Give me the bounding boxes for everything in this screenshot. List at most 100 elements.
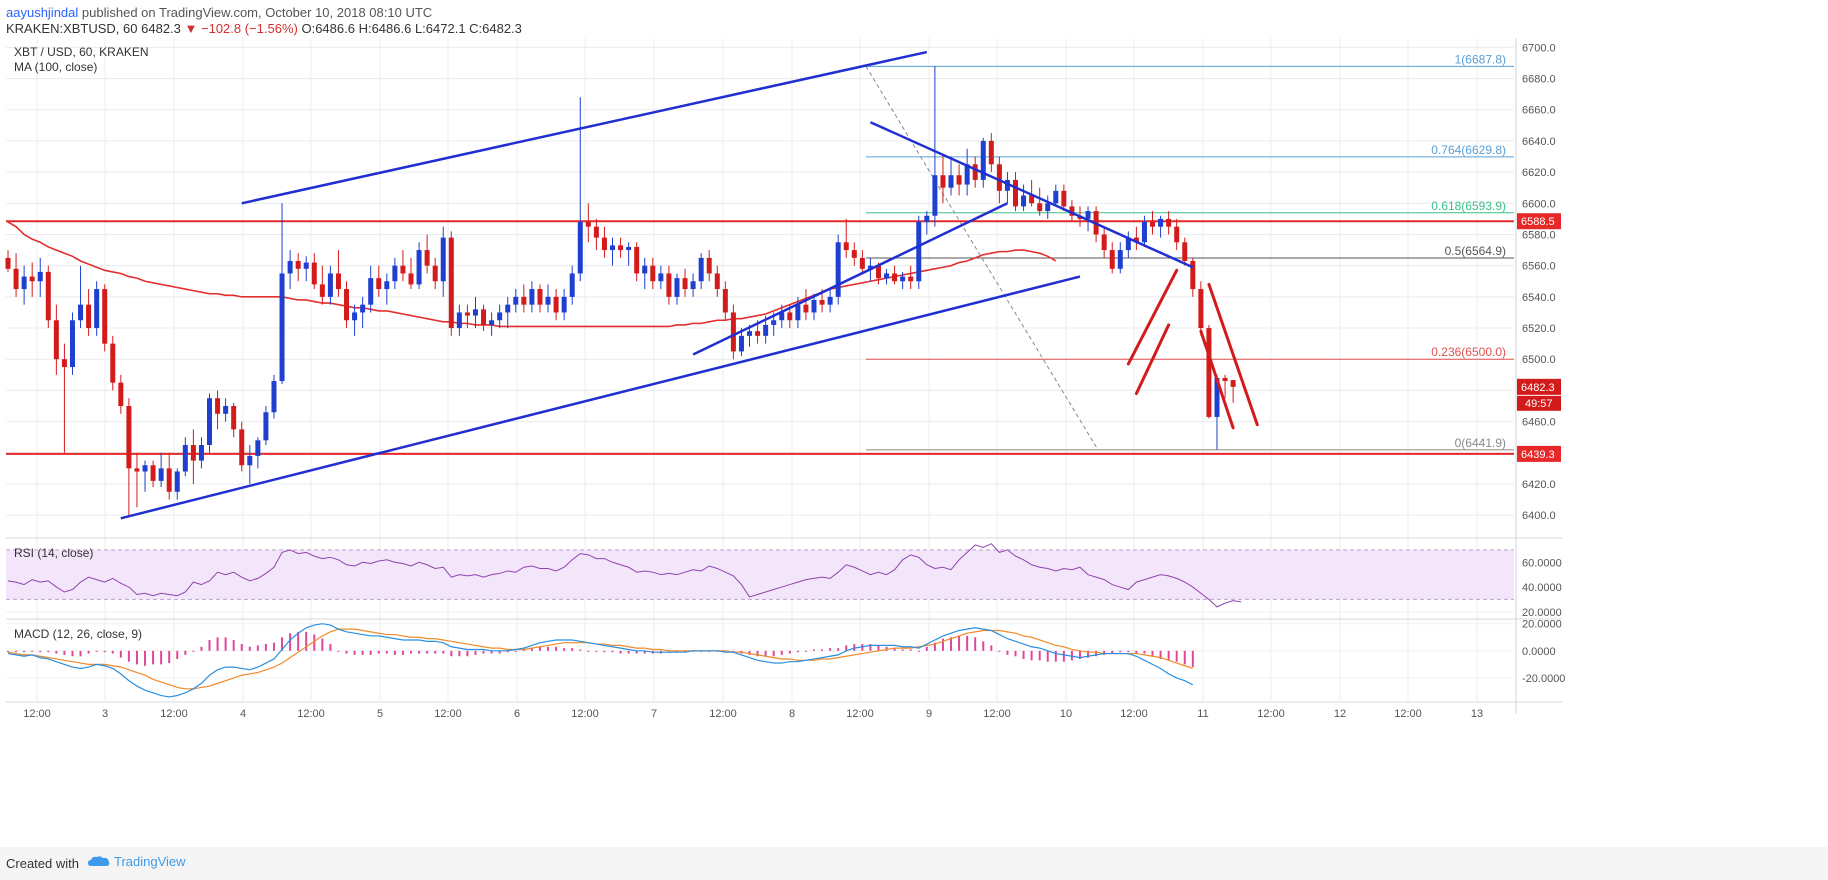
macd-histogram-bar <box>522 649 525 651</box>
candle-body <box>37 271 43 282</box>
macd-histogram-bar <box>1135 650 1138 654</box>
macd-histogram-bar <box>55 650 58 654</box>
candle-body <box>956 175 962 185</box>
candle-body <box>239 429 245 466</box>
candle-body <box>1182 242 1188 261</box>
candle-body <box>1141 222 1147 243</box>
candle-body <box>835 242 841 297</box>
candle-body <box>126 406 132 469</box>
candle-body <box>1029 195 1035 204</box>
macd-histogram-bar <box>1143 650 1146 654</box>
candle-body <box>940 175 946 188</box>
candle-body <box>706 257 712 274</box>
macd-histogram-bar <box>168 650 171 664</box>
macd-histogram-bar <box>329 644 332 651</box>
macd-histogram-bar <box>474 650 477 655</box>
candle-body <box>642 265 648 274</box>
time-tick-label: 12:00 <box>1394 708 1422 720</box>
candle-body <box>513 296 519 305</box>
candle-body <box>142 465 148 472</box>
candle-body <box>384 281 390 290</box>
candle-body <box>5 257 11 269</box>
fib-level-label: 0.618(6593.9) <box>1431 199 1506 213</box>
candle-body <box>1045 203 1051 212</box>
candle-body <box>287 260 293 274</box>
candle-body <box>1085 211 1091 219</box>
macd-pane-title: MACD (12, 26, close, 9) <box>14 627 142 641</box>
candle-body <box>231 406 237 430</box>
ma-legend: MA (100, close) <box>14 60 97 74</box>
author-link[interactable]: aayushjindal <box>6 5 79 20</box>
candle-body <box>1101 234 1107 251</box>
candle-body <box>601 237 607 251</box>
macd-histogram-bar <box>15 650 18 653</box>
price-tick-label: 6700.0 <box>1522 42 1556 54</box>
candle-body <box>1222 377 1228 382</box>
candle-body <box>1125 237 1131 251</box>
time-tick-label: 12:00 <box>23 708 51 720</box>
macd-histogram-bar <box>667 650 670 653</box>
macd-histogram-bar <box>595 650 598 652</box>
projection-stroke <box>1199 329 1235 430</box>
candle-body <box>875 265 881 279</box>
macd-histogram-bar <box>192 650 195 652</box>
footer: Created with TradingView <box>0 847 1828 880</box>
candle-body <box>561 296 567 313</box>
candle-body <box>1198 289 1204 329</box>
macd-histogram-bar <box>39 650 42 653</box>
candle-body <box>593 226 599 238</box>
macd-histogram-bar <box>853 644 856 651</box>
macd-histogram-bar <box>426 650 429 654</box>
macd-histogram-bar <box>434 650 437 654</box>
macd-histogram-bar <box>530 648 533 651</box>
candle-body <box>376 278 382 290</box>
candle-body <box>174 471 180 492</box>
macd-histogram-bar <box>990 645 993 651</box>
macd-histogram-bar <box>1006 650 1009 655</box>
macd-histogram-bar <box>547 646 550 651</box>
candle-body <box>255 440 261 456</box>
macd-histogram-bar <box>538 646 541 651</box>
macd-histogram-bar <box>127 650 130 662</box>
candle-body <box>1061 190 1067 207</box>
macd-histogram-bar <box>393 650 396 655</box>
macd-signal-line <box>7 628 1194 690</box>
candle-body <box>537 289 543 305</box>
macd-histogram-bar <box>1054 650 1057 662</box>
price-tick-label: 6600.0 <box>1522 198 1556 210</box>
candle-body <box>972 164 978 180</box>
candle-body <box>223 406 229 414</box>
macd-histogram-bar <box>1159 650 1162 659</box>
macd-histogram-bar <box>1046 650 1049 662</box>
horizontal-level-tag <box>1517 445 1561 462</box>
macd-histogram-bar <box>732 650 735 652</box>
candle-body <box>21 276 27 290</box>
horizontal-level-label: 6439.3 <box>1521 449 1555 461</box>
macd-histogram-bar <box>31 650 34 652</box>
trend-line <box>692 202 1008 356</box>
macd-histogram-bar <box>764 650 767 657</box>
macd-histogram-bar <box>506 650 509 653</box>
macd-histogram-bar <box>925 646 928 651</box>
candle-body <box>755 331 761 336</box>
macd-histogram-bar <box>87 650 90 654</box>
candle-body <box>464 312 470 316</box>
candle-body <box>1190 260 1196 290</box>
macd-histogram-bar <box>635 650 638 654</box>
macd-histogram-bar <box>675 650 678 653</box>
macd-histogram-bar <box>369 650 372 655</box>
macd-histogram-bar <box>1151 650 1154 657</box>
candle-body <box>303 262 309 269</box>
macd-histogram-bar <box>264 644 267 651</box>
candle-body <box>1206 328 1212 417</box>
candle-body <box>207 398 212 445</box>
macd-histogram-bar <box>804 650 807 652</box>
trend-line <box>241 50 928 205</box>
macd-histogram-bar <box>571 648 574 651</box>
macd-histogram-bar <box>450 650 453 657</box>
macd-histogram-bar <box>498 650 501 654</box>
tradingview-link[interactable]: TradingView <box>88 854 186 869</box>
price-change: ▼ −102.8 (−1.56%) <box>184 21 298 36</box>
fib-level-label: 0(6441.9) <box>1455 436 1506 450</box>
